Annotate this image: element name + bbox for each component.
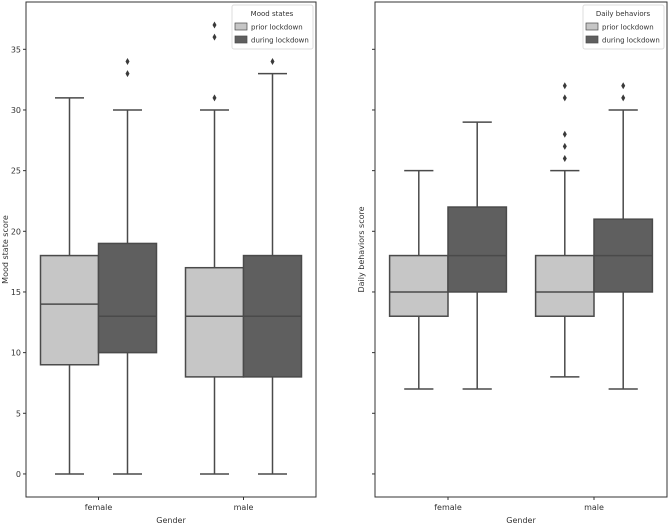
y-tick-label: 35 — [11, 45, 21, 54]
outlier-point — [212, 94, 217, 102]
y-tick-label: 5 — [16, 409, 21, 418]
x-tick-label: male — [584, 503, 604, 512]
outlier-point — [621, 82, 626, 90]
x-tick-label: male — [234, 503, 254, 512]
box-during-lockdown-female — [97, 57, 158, 475]
legend-swatch — [585, 35, 599, 44]
y-tick-label: 10 — [11, 349, 21, 358]
legend-frame — [231, 4, 314, 50]
legend-label: prior lockdown — [602, 24, 654, 32]
legend-title: Daily behaviors — [596, 10, 651, 18]
iqr-box — [388, 254, 449, 317]
legend-swatch — [234, 35, 248, 44]
iqr-box — [184, 266, 245, 378]
y-tick-label: 15 — [11, 288, 21, 297]
box-during-lockdown-female — [447, 121, 508, 390]
outlier-point — [270, 57, 275, 65]
outlier-point — [562, 142, 567, 150]
y-tick-label: 30 — [11, 106, 21, 115]
box-prior-lockdown-male — [534, 82, 595, 378]
y-axis-label: Daily behaviors score — [357, 206, 366, 292]
legend: Mood states prior lockdown during lockdown — [231, 4, 314, 50]
outlier-point — [562, 82, 567, 90]
legend-label: during lockdown — [251, 37, 309, 45]
outlier-point — [621, 94, 626, 102]
outlier-point — [562, 94, 567, 102]
legend-swatch — [234, 22, 248, 31]
outlier-point — [562, 155, 567, 163]
outlier-point — [212, 33, 217, 41]
x-tick-label: female — [434, 503, 462, 512]
legend: Daily behaviors prior lockdown during lock… — [582, 4, 665, 50]
box-prior-lockdown-male — [184, 21, 245, 475]
box-during-lockdown-male — [593, 82, 654, 390]
outlier-point — [125, 70, 130, 78]
y-tick-label: 25 — [11, 167, 21, 176]
box-during-lockdown-male — [242, 57, 303, 475]
y-tick-label: 20 — [11, 227, 21, 236]
legend-title: Mood states — [251, 10, 294, 18]
x-axis-label: Gender — [156, 516, 186, 525]
iqr-box — [447, 206, 508, 293]
legend-swatch — [585, 22, 599, 31]
panel-2: Daily behaviors score female male Gender Dai… — [357, 1, 668, 525]
y-tick-label: 0 — [16, 470, 21, 479]
legend-label: during lockdown — [602, 37, 660, 45]
y-axis-label: Mood state score — [1, 215, 10, 284]
box-prior-lockdown-female — [388, 169, 449, 390]
iqr-box — [97, 242, 158, 354]
iqr-box — [39, 254, 100, 366]
plot-area — [25, 1, 317, 498]
outlier-point — [125, 57, 130, 65]
x-axis-label: Gender — [506, 516, 536, 525]
outlier-point — [562, 130, 567, 138]
x-tick-label: female — [85, 503, 113, 512]
legend-frame — [582, 4, 665, 50]
legend-label: prior lockdown — [251, 24, 303, 32]
panel-1: 0 5 10 15 20 25 30 35 Mood state score female male… — [1, 1, 317, 525]
iqr-box — [534, 254, 595, 317]
outlier-point — [212, 21, 217, 29]
